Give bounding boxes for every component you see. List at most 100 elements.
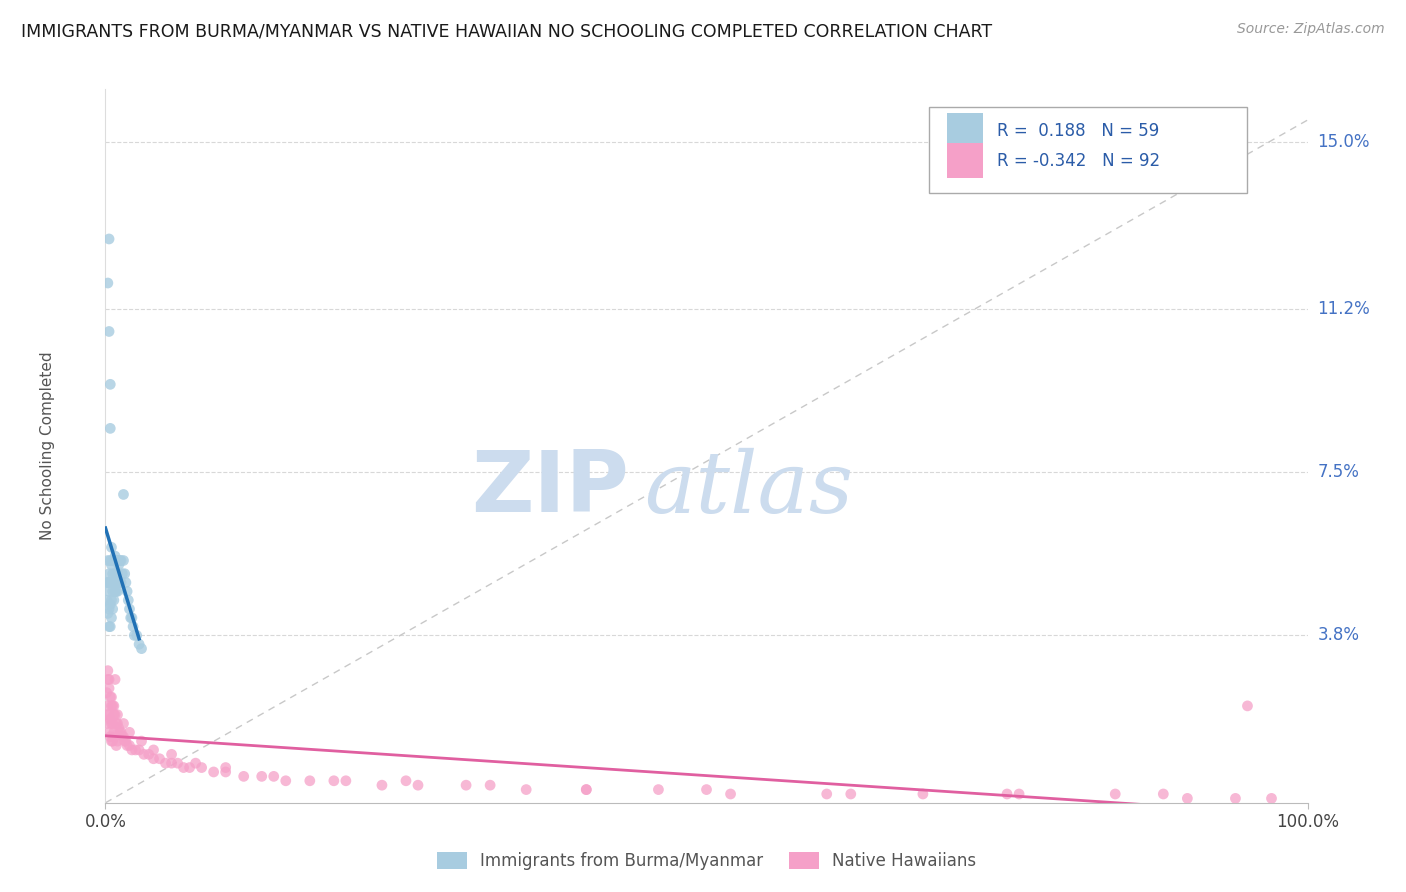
Point xyxy=(98,584,121,599)
Point xyxy=(575,782,598,797)
Point xyxy=(138,747,160,762)
Point xyxy=(114,566,136,581)
Point xyxy=(125,628,148,642)
Point xyxy=(98,232,121,246)
Point xyxy=(118,739,141,753)
Point xyxy=(111,730,134,744)
Text: No Schooling Completed: No Schooling Completed xyxy=(41,351,55,541)
Point xyxy=(97,575,120,590)
Point xyxy=(166,756,188,771)
Point xyxy=(97,673,120,687)
Text: Source: ZipAtlas.com: Source: ZipAtlas.com xyxy=(1237,22,1385,37)
Point xyxy=(103,553,125,567)
Point xyxy=(108,575,131,590)
Point xyxy=(98,681,121,696)
Point xyxy=(105,566,128,581)
Point xyxy=(232,769,254,783)
Point xyxy=(179,760,201,774)
Point xyxy=(104,673,127,687)
Point xyxy=(118,725,141,739)
Point xyxy=(107,553,129,567)
Point xyxy=(110,575,132,590)
Point xyxy=(107,575,129,590)
Point xyxy=(110,553,132,567)
Point xyxy=(911,787,934,801)
Point xyxy=(98,553,121,567)
Point xyxy=(263,769,285,783)
Legend: Immigrants from Burma/Myanmar, Native Hawaiians: Immigrants from Burma/Myanmar, Native Ha… xyxy=(430,845,983,877)
Point xyxy=(104,730,127,744)
Point xyxy=(101,602,124,616)
Point xyxy=(1104,787,1126,801)
Point xyxy=(103,575,125,590)
Point xyxy=(105,739,128,753)
Point xyxy=(128,637,150,651)
Point xyxy=(97,276,120,290)
Point xyxy=(115,584,138,599)
Point xyxy=(115,734,138,748)
Point xyxy=(720,787,742,801)
Point xyxy=(98,602,121,616)
Point xyxy=(100,716,122,731)
Point xyxy=(101,698,124,713)
Point xyxy=(142,743,165,757)
Point xyxy=(110,725,132,739)
Text: R =  0.188   N = 59: R = 0.188 N = 59 xyxy=(997,121,1160,139)
Point xyxy=(115,575,138,590)
Point xyxy=(111,566,134,581)
Point xyxy=(1236,698,1258,713)
Point xyxy=(101,734,124,748)
Point xyxy=(100,558,122,572)
Point xyxy=(122,619,145,633)
Point xyxy=(101,584,124,599)
Point xyxy=(98,712,121,726)
Point xyxy=(1225,791,1247,805)
Point xyxy=(1152,787,1174,801)
Point xyxy=(103,593,125,607)
Point xyxy=(515,782,537,797)
Point xyxy=(100,593,122,607)
Point xyxy=(103,725,125,739)
Point xyxy=(112,553,135,567)
Text: atlas: atlas xyxy=(644,448,853,530)
Point xyxy=(118,602,141,616)
Point xyxy=(142,752,165,766)
Point xyxy=(274,773,297,788)
Point xyxy=(98,421,121,435)
Point xyxy=(108,553,131,567)
Point xyxy=(112,716,135,731)
Point xyxy=(1008,787,1031,801)
Point xyxy=(108,725,131,739)
Point xyxy=(371,778,394,792)
Point xyxy=(148,752,170,766)
Point xyxy=(120,611,142,625)
Point xyxy=(96,707,118,722)
Text: 3.8%: 3.8% xyxy=(1317,626,1360,644)
Point xyxy=(98,377,121,392)
Point xyxy=(107,716,129,731)
Point xyxy=(335,773,357,788)
Point xyxy=(100,734,122,748)
Point xyxy=(131,641,153,656)
Point xyxy=(96,593,118,607)
Point xyxy=(124,743,146,757)
Point xyxy=(98,566,121,581)
Point xyxy=(96,575,118,590)
Bar xyxy=(948,113,983,148)
Point xyxy=(98,730,121,744)
Point xyxy=(121,743,143,757)
Point xyxy=(100,611,122,625)
Point xyxy=(103,698,125,713)
Point xyxy=(815,787,838,801)
Point xyxy=(124,628,146,642)
Text: ZIP: ZIP xyxy=(471,447,628,531)
Point xyxy=(107,566,129,581)
Point xyxy=(454,778,477,792)
Point xyxy=(995,787,1018,801)
Point xyxy=(98,598,121,612)
Point xyxy=(100,541,122,555)
Point xyxy=(575,782,598,797)
Point xyxy=(101,716,124,731)
Point xyxy=(101,553,124,567)
Point xyxy=(104,707,127,722)
